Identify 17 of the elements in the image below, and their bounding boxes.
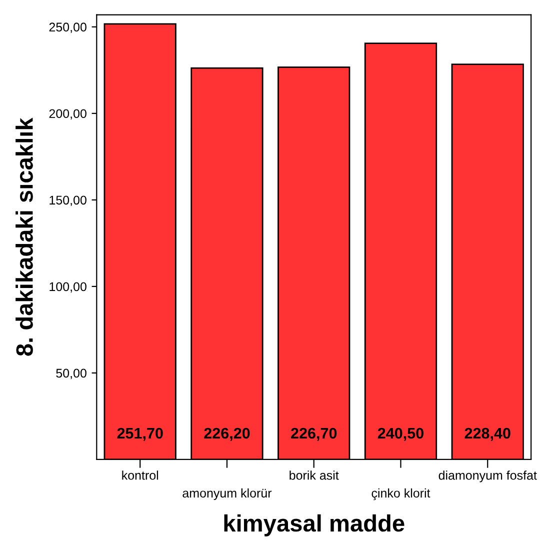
y-tick-label: 150,00	[50, 196, 86, 206]
y-tick-label: 250,00	[49, 22, 86, 34]
y-axis-title: 8. dakikadaki sıcaklık	[16, 118, 33, 356]
data-label: 251,70	[117, 428, 163, 441]
y-tick-label: 50,00	[56, 368, 86, 380]
y-tick-label: 200,00	[49, 109, 86, 120]
x-tick-label: kontrol	[122, 470, 158, 480]
x-axis-title: kimyasal madde	[224, 514, 404, 536]
x-tick-label: diamonyum fosfat	[438, 470, 537, 482]
x-tick-label: borik asit	[290, 470, 339, 480]
y-tick-label: 100,00	[50, 282, 86, 293]
x-tick-label: çinko klorit	[372, 488, 430, 500]
data-label: 228,40	[464, 428, 510, 441]
data-label: 240,50	[378, 428, 424, 441]
data-label: 226,70	[291, 428, 337, 441]
data-label: 226,20	[204, 428, 250, 441]
x-tick-label: amonyum klorür	[182, 488, 272, 500]
